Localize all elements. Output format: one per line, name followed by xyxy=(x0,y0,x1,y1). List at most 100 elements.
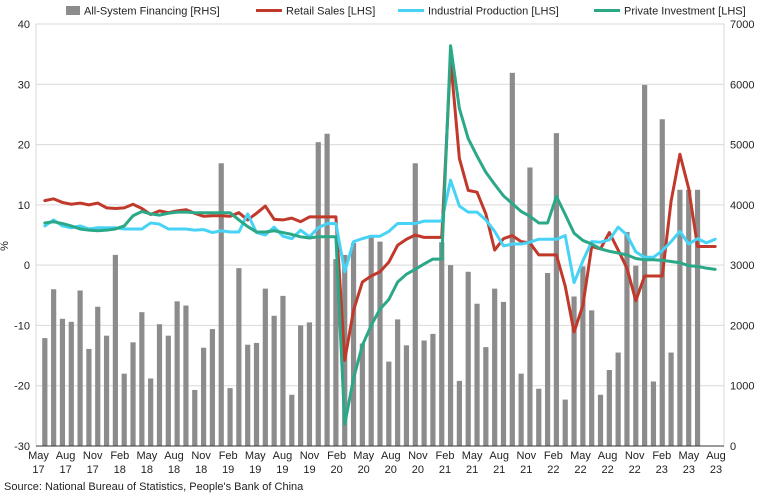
financing-bar xyxy=(439,242,445,446)
financing-bar xyxy=(395,319,401,446)
financing-bar xyxy=(139,312,145,446)
x-tick-month: Nov xyxy=(625,450,645,462)
financing-bar xyxy=(359,343,365,446)
financing-bar xyxy=(553,133,560,446)
x-tick-month: May xyxy=(353,450,374,462)
financing-bar xyxy=(218,163,224,446)
financing-bars xyxy=(42,72,701,447)
x-tick-year: 23 xyxy=(656,464,668,476)
private-investment-line xyxy=(43,44,717,426)
x-tick-month: Aug xyxy=(56,450,76,462)
retail-sales-line xyxy=(43,57,717,362)
x-tick-year: 20 xyxy=(385,464,397,476)
source-note: Source: National Bureau of Statistics, P… xyxy=(4,481,304,493)
financing-bar xyxy=(456,380,462,446)
financing-bar xyxy=(95,306,101,446)
x-tick-year: 17 xyxy=(87,464,99,476)
financing-bar xyxy=(103,335,110,446)
left-tick-label: 10 xyxy=(18,200,30,212)
x-tick-year: 19 xyxy=(222,464,234,476)
x-tick-year: 18 xyxy=(114,464,126,476)
x-tick-year: 22 xyxy=(629,464,641,476)
financing-bar xyxy=(624,231,630,446)
financing-bar xyxy=(465,271,471,446)
x-tick-year: 21 xyxy=(466,464,478,476)
left-tick-label: -20 xyxy=(14,381,30,393)
x-tick-month: Aug xyxy=(598,450,618,462)
financing-bar xyxy=(694,189,701,447)
x-tick-month: Nov xyxy=(191,450,211,462)
left-tick-label: 0 xyxy=(24,260,30,272)
financing-bar xyxy=(403,345,410,446)
financing-bar xyxy=(377,241,383,446)
financing-bar xyxy=(174,301,180,446)
x-tick-year: 20 xyxy=(412,464,424,476)
x-tick-month: May xyxy=(28,450,49,462)
x-tick-year: 21 xyxy=(493,464,505,476)
financing-bar xyxy=(421,340,427,446)
x-tick-year: 18 xyxy=(141,464,153,476)
x-tick-year: 22 xyxy=(574,464,586,476)
financing-bar xyxy=(562,399,568,446)
x-tick-month: Aug xyxy=(489,450,509,462)
legend-label: Private Investment [LHS] xyxy=(624,6,746,18)
financing-bar xyxy=(686,189,692,447)
financing-bar xyxy=(165,335,171,446)
x-tick-year: 19 xyxy=(303,464,315,476)
x-tick-month: Feb xyxy=(110,450,129,462)
left-axis-ticks: -30 -20 -10 0 10 20 30 40 xyxy=(14,19,30,453)
x-tick-month: May xyxy=(679,450,700,462)
x-tick-year: 17 xyxy=(32,464,44,476)
legend-label: Industrial Production [LHS] xyxy=(428,6,559,18)
financing-bar xyxy=(544,272,551,446)
right-tick-label: 5000 xyxy=(730,140,754,152)
x-tick-month: Nov xyxy=(300,450,320,462)
left-tick-label: 40 xyxy=(18,19,30,31)
financing-bar xyxy=(209,329,216,446)
x-tick-year: 17 xyxy=(59,464,71,476)
series-lines xyxy=(43,44,717,426)
financing-bar xyxy=(289,394,295,446)
right-tick-label: 7000 xyxy=(730,19,754,31)
financing-bar xyxy=(650,381,657,446)
financing-bar xyxy=(677,189,683,447)
legend-label: Retail Sales [LHS] xyxy=(286,6,375,18)
right-tick-label: 3000 xyxy=(730,260,754,272)
x-tick-year: 23 xyxy=(683,464,695,476)
x-tick-month: Feb xyxy=(436,450,455,462)
financing-bar xyxy=(492,288,498,446)
right-axis-ticks: 0 1000 2000 3000 4000 5000 6000 7000 xyxy=(730,19,754,453)
x-tick-year: 20 xyxy=(330,464,342,476)
x-axis-ticks: May 17 Aug 17 Nov 17 Feb 18 May 18 Aug 18 Nov 18 Feb 19… xyxy=(28,450,726,476)
financing-bar xyxy=(51,289,57,446)
right-tick-label: 1000 xyxy=(730,381,754,393)
legend-label: All-System Financing [RHS] xyxy=(84,6,220,18)
x-tick-month: Feb xyxy=(652,450,671,462)
x-tick-year: 19 xyxy=(276,464,288,476)
x-tick-month: May xyxy=(462,450,483,462)
y-axis-label: % xyxy=(0,241,11,251)
financing-bar xyxy=(77,290,83,446)
financing-bar xyxy=(350,242,357,446)
financing-bar xyxy=(386,361,392,446)
financing-bar xyxy=(148,378,154,446)
financing-bar xyxy=(183,305,189,446)
financing-bar xyxy=(527,167,533,447)
x-tick-month: Aug xyxy=(381,450,401,462)
financing-bar xyxy=(668,352,674,446)
financing-bar xyxy=(615,352,621,446)
left-tick-label: 20 xyxy=(18,140,30,152)
financing-bar xyxy=(500,301,507,446)
x-tick-month: Feb xyxy=(327,450,346,462)
financing-bar xyxy=(86,348,92,446)
x-tick-year: 21 xyxy=(439,464,451,476)
financing-bar xyxy=(200,347,207,446)
financing-bar xyxy=(236,268,242,446)
industrial-production-line xyxy=(43,178,717,285)
financing-bar xyxy=(121,373,127,446)
x-tick-year: 23 xyxy=(710,464,722,476)
x-tick-year: 18 xyxy=(168,464,180,476)
x-tick-year: 21 xyxy=(520,464,532,476)
financing-bar xyxy=(130,342,136,446)
